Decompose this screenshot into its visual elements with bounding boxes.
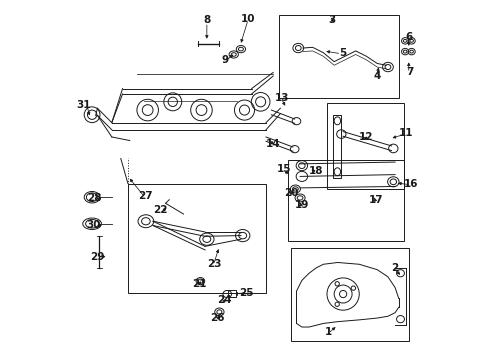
- Text: 31: 31: [77, 100, 91, 110]
- Text: 20: 20: [284, 188, 298, 198]
- Text: 29: 29: [90, 252, 104, 262]
- Text: 25: 25: [239, 288, 253, 298]
- Bar: [290, 248, 408, 341]
- Text: 17: 17: [368, 195, 383, 205]
- Text: 8: 8: [203, 15, 210, 26]
- Text: 19: 19: [294, 200, 308, 210]
- Bar: [278, 15, 398, 98]
- Text: 9: 9: [221, 55, 228, 65]
- Text: 6: 6: [405, 32, 412, 41]
- Text: 15: 15: [276, 164, 290, 174]
- Bar: [326, 103, 403, 189]
- Bar: [287, 160, 403, 241]
- Text: 21: 21: [192, 279, 206, 289]
- Text: 4: 4: [373, 71, 380, 81]
- Text: 1: 1: [325, 327, 332, 337]
- Text: 18: 18: [308, 166, 323, 176]
- Text: 26: 26: [210, 313, 224, 323]
- Text: 13: 13: [274, 93, 289, 103]
- Text: 5: 5: [339, 48, 346, 58]
- Text: 12: 12: [359, 132, 373, 142]
- Text: 14: 14: [265, 139, 280, 149]
- Text: 10: 10: [241, 14, 255, 24]
- Text: 7: 7: [405, 67, 412, 77]
- Bar: [228, 290, 236, 297]
- Text: 28: 28: [86, 193, 101, 203]
- Text: 27: 27: [138, 191, 153, 201]
- Text: 3: 3: [328, 15, 335, 26]
- Text: 11: 11: [398, 129, 412, 138]
- Text: 23: 23: [206, 259, 221, 269]
- Bar: [333, 115, 341, 178]
- Text: 24: 24: [217, 295, 232, 305]
- Text: 2: 2: [391, 263, 398, 273]
- Text: 30: 30: [86, 220, 101, 230]
- Text: 22: 22: [153, 206, 167, 216]
- Text: 16: 16: [403, 179, 418, 189]
- Bar: [128, 184, 265, 293]
